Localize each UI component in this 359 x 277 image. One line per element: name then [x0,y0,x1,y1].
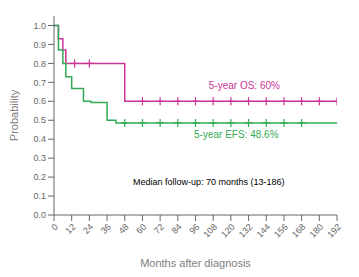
svg-text:0: 0 [49,222,60,233]
svg-text:0.9: 0.9 [33,40,46,50]
svg-text:0.4: 0.4 [33,134,46,144]
svg-text:0.1: 0.1 [33,191,46,201]
svg-text:0.5: 0.5 [33,115,46,125]
svg-text:0.0: 0.0 [33,210,46,220]
svg-text:48: 48 [117,222,131,236]
html-text:Median follow-up: 70 months (1: Median follow-up: 70 months (13-186) [133,176,285,187]
svg-text:108: 108 [201,222,219,240]
svg-text:84: 84 [170,222,184,236]
svg-text:1.0: 1.0 [33,21,46,31]
svg-text:168: 168 [290,222,308,240]
svg-text:156: 156 [272,222,290,240]
svg-text:Probability: Probability [8,89,20,141]
svg-text:0.8: 0.8 [33,59,46,69]
svg-text:144: 144 [254,222,272,240]
svg-text:132: 132 [237,222,255,240]
svg-text:60: 60 [134,222,148,236]
svg-text:0.7: 0.7 [33,78,46,88]
html-text:5-year EFS: 48.6%: 5-year EFS: 48.6% [194,129,279,141]
svg-text:72: 72 [152,222,166,236]
html-text:5-year OS: 60%: 5-year OS: 60% [208,80,280,91]
svg-text:0.3: 0.3 [33,153,46,163]
svg-text:12: 12 [63,222,77,236]
svg-text:192: 192 [325,222,343,240]
svg-text:96: 96 [187,222,201,236]
svg-text:0.6: 0.6 [33,96,46,106]
svg-text:120: 120 [219,222,237,240]
svg-text:Months after diagnosis: Months after diagnosis [140,257,251,269]
svg-text:0.2: 0.2 [33,172,46,182]
svg-text:180: 180 [308,222,326,240]
svg-text:36: 36 [99,222,113,236]
svg-text:24: 24 [81,222,95,236]
